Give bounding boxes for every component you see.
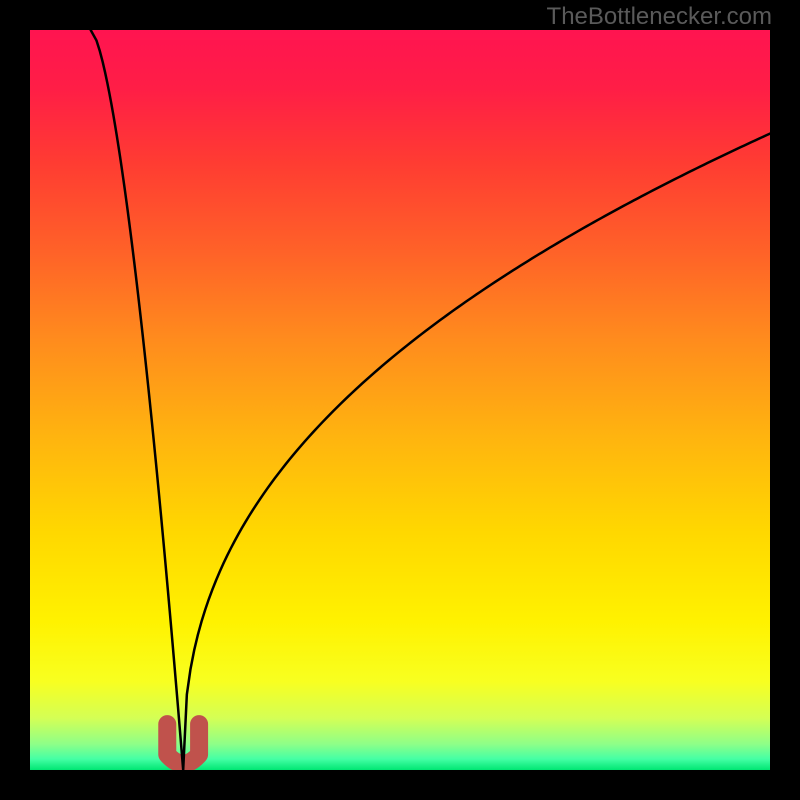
plot-area: [30, 30, 770, 770]
stage: TheBottlenecker.com: [0, 0, 800, 800]
chart-svg: [30, 30, 770, 770]
gradient-background: [30, 30, 770, 770]
watermark-text: TheBottlenecker.com: [547, 3, 772, 31]
